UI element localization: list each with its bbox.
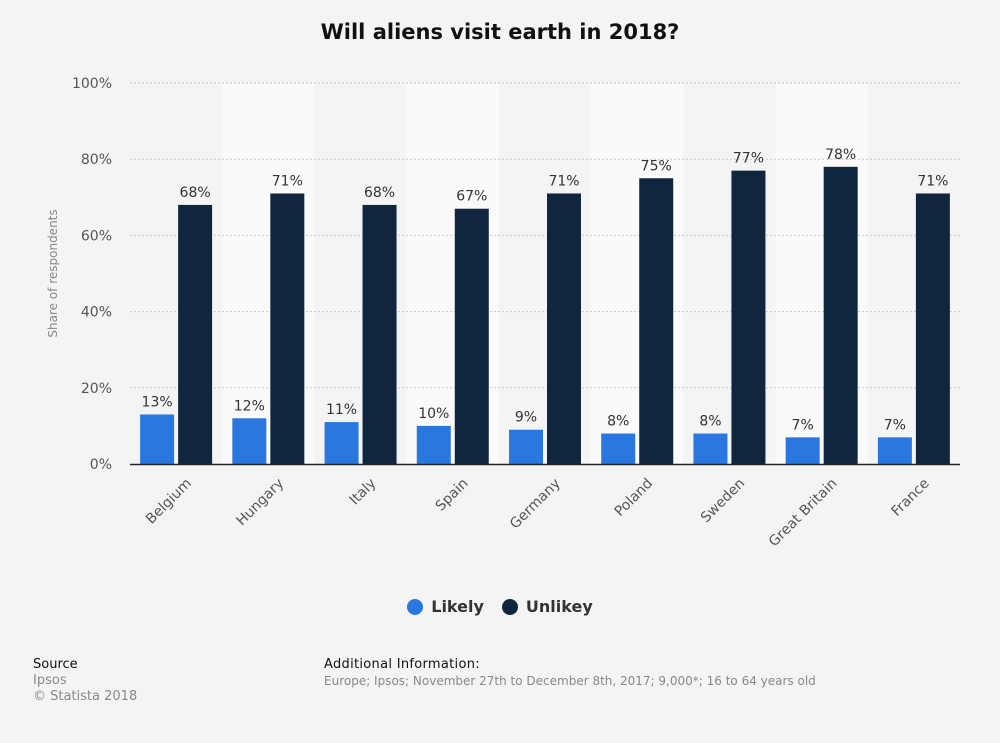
bar-likely-france	[877, 437, 912, 464]
chart-title: Will aliens visit earth in 2018?	[320, 20, 680, 44]
bar-likely-sweden	[693, 433, 728, 464]
x-tick-label: Sweden	[698, 476, 748, 526]
y-axis-label: Share of respondents	[46, 209, 60, 337]
data-label: 75%	[641, 158, 672, 174]
legend-swatch-unlikely	[501, 598, 518, 615]
legend-swatch-likely	[407, 598, 424, 615]
bar-unlikey-spain	[454, 208, 489, 464]
y-tick-label: 20%	[81, 381, 112, 397]
x-tick-label: Hungary	[234, 476, 288, 530]
data-label: 71%	[548, 173, 579, 189]
data-label: 7%	[792, 417, 814, 433]
x-tick-label: Poland	[612, 476, 656, 520]
bar-likely-spain	[416, 425, 451, 464]
x-tick-label: Italy	[347, 476, 380, 509]
bar-unlikey-germany	[547, 193, 581, 465]
chart-legend: Likely Unlikey	[0, 597, 1000, 616]
legend-label-unlikely: Unlikey	[525, 597, 593, 616]
bar-unlikey-hungary	[270, 193, 305, 465]
data-label: 11%	[326, 402, 357, 418]
legend-item-unlikely[interactable]: Unlikey	[501, 597, 593, 616]
source-block: Source Ipsos © Statista 2018	[33, 657, 137, 705]
x-tick-label: France	[888, 476, 932, 520]
data-label: 77%	[733, 151, 764, 167]
bar-unlikey-france	[915, 193, 950, 465]
y-tick-label: 40%	[81, 305, 112, 321]
data-label: 8%	[699, 414, 721, 430]
additional-info-block: Additional Information: Europe; Ipsos; N…	[324, 657, 816, 689]
y-tick-label: 100%	[72, 76, 112, 92]
bar-unlikey-sweden	[731, 170, 766, 464]
x-tick-label: Germany	[507, 476, 564, 533]
copyright-text: © Statista 2018	[33, 689, 138, 704]
legend-label-likely: Likely	[431, 597, 484, 616]
x-tick-label: Spain	[433, 476, 472, 515]
bar-unlikey-great-britain	[823, 166, 858, 464]
bar-likely-belgium	[140, 414, 175, 464]
data-label: 7%	[884, 417, 906, 433]
bar-unlikey-italy	[362, 204, 397, 465]
y-tick-label: 60%	[81, 228, 112, 244]
data-label: 9%	[515, 410, 537, 426]
bar-likely-great-britain	[785, 437, 820, 464]
bar-likely-italy	[324, 422, 359, 464]
data-label: 78%	[825, 147, 856, 163]
data-label: 13%	[142, 394, 173, 410]
data-label: 10%	[418, 406, 449, 422]
data-label: 71%	[917, 173, 948, 189]
bar-unlikey-belgium	[178, 204, 213, 465]
bar-likely-hungary	[232, 418, 267, 464]
data-label: 8%	[607, 414, 629, 430]
bar-likely-germany	[509, 429, 543, 464]
additional-info-text: Europe; Ipsos; November 27th to December…	[324, 674, 816, 688]
data-label: 71%	[272, 173, 303, 189]
y-tick-label: 80%	[81, 152, 112, 168]
x-tick-label: Great Britain	[766, 476, 841, 551]
data-label: 12%	[234, 398, 265, 414]
source-heading: Source	[33, 657, 78, 672]
bar-likely-poland	[601, 433, 636, 464]
bar-unlikey-poland	[639, 178, 674, 464]
y-tick-label: 0%	[90, 457, 112, 473]
data-label: 68%	[180, 185, 211, 201]
data-label: 68%	[364, 185, 395, 201]
chart-plot: 0% 20% 40% 60% 80% 100% Share of respondents 13…	[46, 76, 960, 551]
additional-info-heading: Additional Information:	[324, 657, 480, 672]
source-name[interactable]: Ipsos	[33, 673, 67, 688]
data-label: 67%	[456, 189, 487, 205]
legend-item-likely[interactable]: Likely	[407, 597, 484, 616]
x-tick-label: Belgium	[143, 476, 195, 528]
